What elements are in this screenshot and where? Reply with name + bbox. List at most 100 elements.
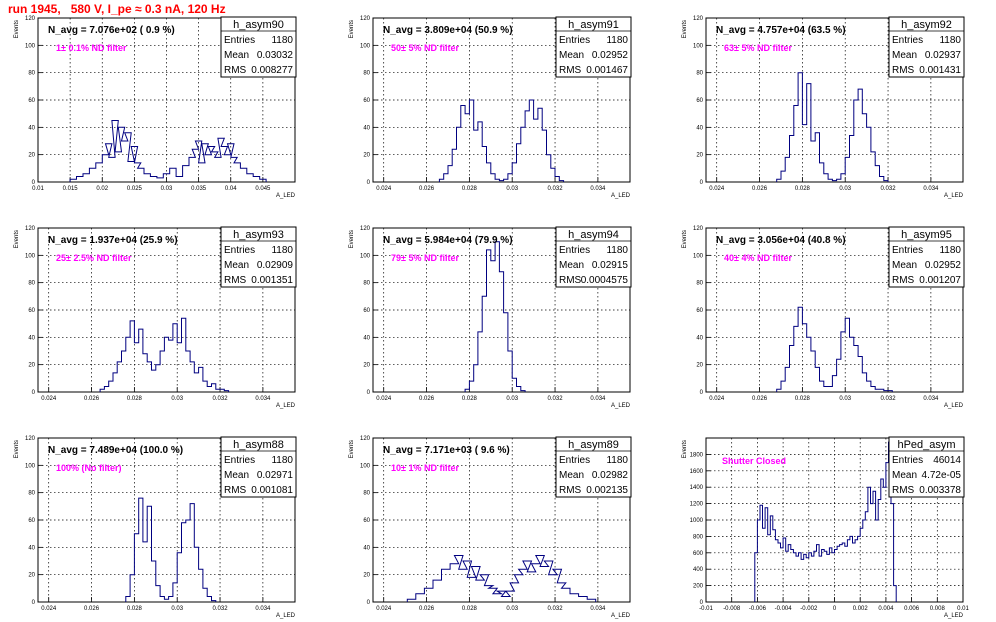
y-tick-label: 60 xyxy=(363,308,370,314)
stats-label: RMS xyxy=(559,275,582,286)
x-tick-label: 0.004 xyxy=(878,606,894,612)
y-tick-label: 80 xyxy=(696,71,703,77)
y-tick-label: 120 xyxy=(693,226,704,232)
stats-label: RMS xyxy=(224,65,247,76)
histogram-series xyxy=(69,120,267,182)
panel-h_asym94: 0.024 0.026 0.028 0.03 0.032 0.034 0 20 40 60 80 10… xyxy=(349,226,632,409)
y-tick-label: 40 xyxy=(28,545,35,551)
y-tick-label: 20 xyxy=(28,573,35,579)
stats-value: 0.001351 xyxy=(251,275,293,286)
x-axis-label: A_LED xyxy=(611,193,631,199)
y-tick-label: 120 xyxy=(360,436,371,442)
x-axis-label: A_LED xyxy=(611,613,631,619)
y-axis-label: Events xyxy=(14,20,20,38)
x-tick-label: 0.032 xyxy=(548,396,564,402)
stats-label: Mean xyxy=(224,470,249,481)
y-axis-label: Events xyxy=(349,20,355,38)
x-tick-label: 0.034 xyxy=(255,606,271,612)
stats-value: 0.02909 xyxy=(257,260,294,271)
stats-box-frame xyxy=(888,16,965,78)
stats-label: Entries xyxy=(892,245,923,256)
x-tick-label: 0.03 xyxy=(839,186,851,192)
y-axis-label: Events xyxy=(349,230,355,248)
filter-label: 10± 1% ND filter xyxy=(391,463,459,473)
x-axis-label: A_LED xyxy=(276,403,296,409)
stats-label: Entries xyxy=(892,35,923,46)
y-tick-label: 40 xyxy=(28,125,35,131)
stats-value: 0.02937 xyxy=(925,50,962,61)
x-tick-label: 0.034 xyxy=(590,186,606,192)
stats-label: Entries xyxy=(892,455,923,466)
stats-box-frame xyxy=(888,436,965,498)
y-tick-label: 0 xyxy=(32,180,36,186)
filter-label: Shutter Closed xyxy=(722,456,786,466)
navg-label: N_avg = 1.937e+04 (25.9 %) xyxy=(48,235,178,246)
x-axis-label: A_LED xyxy=(611,403,631,409)
x-tick-label: 0.03 xyxy=(839,396,851,402)
x-tick-label: 0.034 xyxy=(923,186,939,192)
panel-h_asym93: 0.024 0.026 0.028 0.03 0.032 0.034 0 20 40 60 80 10… xyxy=(14,226,297,409)
x-tick-label: 0.034 xyxy=(923,396,939,402)
x-tick-label: 0.032 xyxy=(213,396,229,402)
stats-title: h_asym94 xyxy=(568,229,619,241)
x-tick-label: 0.032 xyxy=(881,396,897,402)
y-tick-label: 0 xyxy=(700,180,704,186)
stats-label: Entries xyxy=(559,245,590,256)
stats-label: RMS xyxy=(224,275,247,286)
x-tick-label: 0.028 xyxy=(462,606,478,612)
y-tick-label: 100 xyxy=(25,253,36,259)
y-tick-label: 20 xyxy=(363,363,370,369)
stats-value: 0.008277 xyxy=(251,65,293,76)
y-tick-label: 80 xyxy=(28,71,35,77)
y-axis-label: Events xyxy=(682,230,688,248)
stats-value: 0.02971 xyxy=(257,470,294,481)
x-tick-label: 0.03 xyxy=(171,396,183,402)
stats-box-frame xyxy=(555,226,632,288)
stats-label: Mean xyxy=(892,50,917,61)
y-tick-label: 120 xyxy=(25,16,36,22)
y-tick-label: 100 xyxy=(25,43,36,49)
y-tick-label: 20 xyxy=(28,153,35,159)
x-tick-label: 0.032 xyxy=(213,606,229,612)
navg-label: N_avg = 7.171e+03 ( 9.6 %) xyxy=(383,445,510,456)
x-tick-label: 0.03 xyxy=(506,186,518,192)
y-tick-label: 1600 xyxy=(690,469,704,475)
y-tick-label: 100 xyxy=(693,253,704,259)
stats-value: 0.02952 xyxy=(925,260,962,271)
x-tick-label: 0.02 xyxy=(96,186,108,192)
histogram-series xyxy=(464,241,526,392)
stats-label: Entries xyxy=(559,455,590,466)
x-tick-label: 0.015 xyxy=(63,186,79,192)
y-tick-label: 20 xyxy=(696,363,703,369)
x-tick-label: 0.034 xyxy=(590,606,606,612)
x-tick-label: 0.024 xyxy=(41,396,57,402)
stats-label: RMS xyxy=(892,485,915,496)
stats-value: 0.002135 xyxy=(586,485,628,496)
stats-value: 1180 xyxy=(606,35,628,46)
y-tick-label: 40 xyxy=(696,125,703,131)
stats-label: Entries xyxy=(224,455,255,466)
y-tick-label: 0 xyxy=(367,180,371,186)
y-tick-label: 0 xyxy=(367,600,371,606)
stats-value: 1180 xyxy=(271,35,293,46)
x-tick-label: 0.026 xyxy=(419,396,435,402)
panel-hPed_asym: -0.01 -0.008 -0.006 -0.004 -0.002 0 0.002 0.004… xyxy=(682,436,969,619)
x-tick-label: 0 xyxy=(833,606,837,612)
y-tick-label: 200 xyxy=(693,584,704,590)
x-tick-label: -0.01 xyxy=(699,606,713,612)
x-axis-label: A_LED xyxy=(944,193,964,199)
filter-label: 40± 4% ND filter xyxy=(724,253,792,263)
stats-label: Entries xyxy=(224,245,255,256)
panel-h_asym92: 0.024 0.026 0.028 0.03 0.032 0.034 0 20 40 60 80 10… xyxy=(682,16,965,199)
stats-value: 4.72e-05 xyxy=(922,470,962,481)
stats-title: h_asym92 xyxy=(901,19,952,31)
stats-label: RMS xyxy=(559,485,582,496)
y-tick-label: 80 xyxy=(28,491,35,497)
panel-h_asym90: 0.01 0.015 0.02 0.025 0.03 0.035 0.04 0.045 0 20 4… xyxy=(14,16,297,199)
y-tick-label: 60 xyxy=(28,308,35,314)
y-tick-label: 1200 xyxy=(690,502,704,508)
stats-value: 0.02915 xyxy=(592,260,629,271)
filter-label: 79± 5% ND filter xyxy=(391,253,459,263)
panel-h_asym89: 0.024 0.026 0.028 0.03 0.032 0.034 0 20 40 60 80 10… xyxy=(349,436,632,619)
